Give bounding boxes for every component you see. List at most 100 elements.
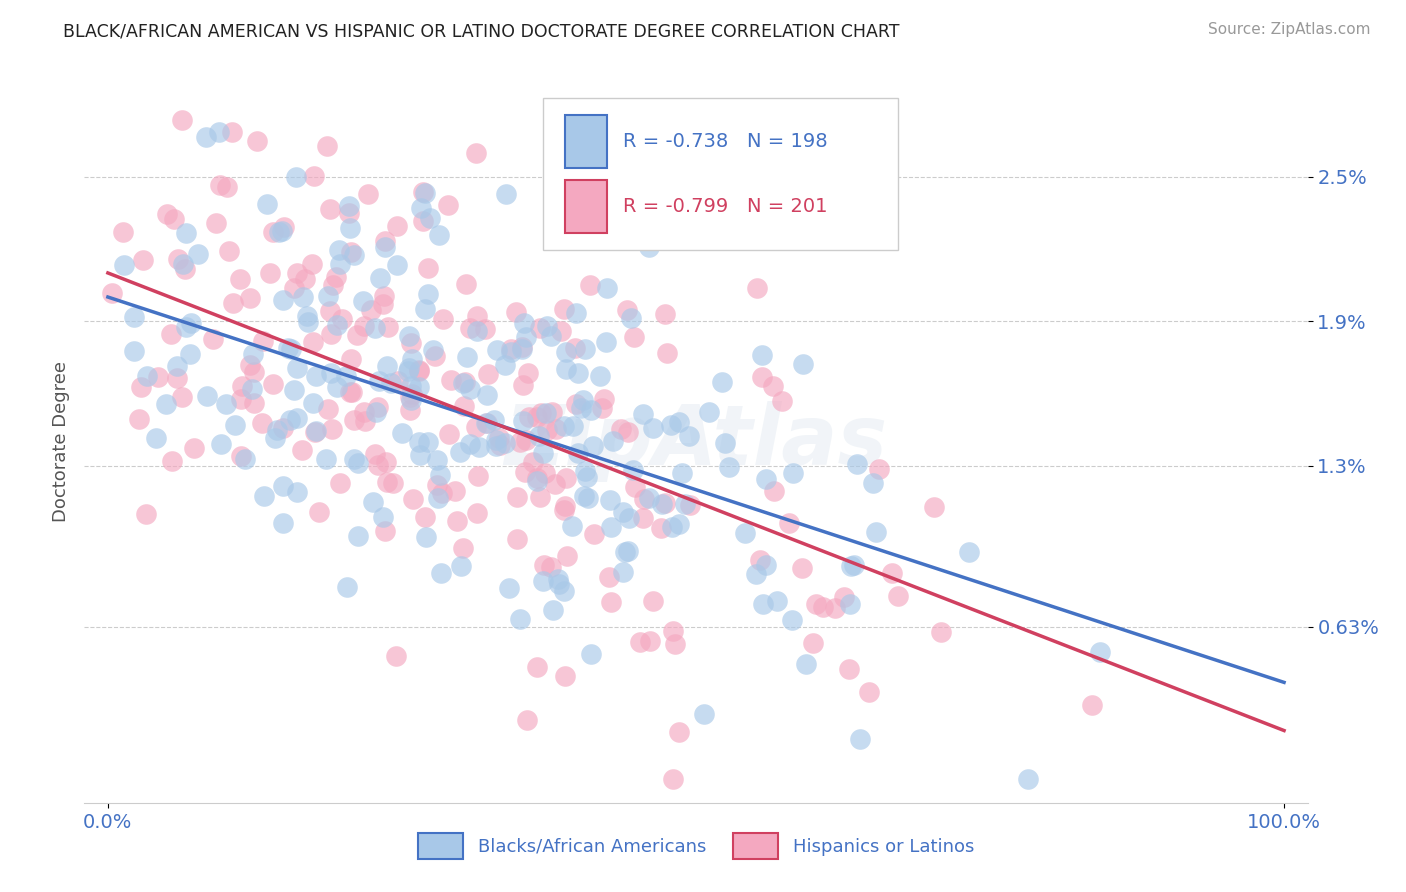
Point [336,580,359,594]
Point [364,321,387,335]
Point [401,491,423,506]
Point [501,342,523,356]
Point [505,304,527,318]
Point [375,475,398,489]
Point [527,429,550,443]
Point [616,302,638,317]
Point [339,244,361,259]
Point [554,669,576,683]
Point [540,328,562,343]
Point [485,439,508,453]
Legend: Blacks/African Americans, Hispanics or Latinos: Blacks/African Americans, Hispanics or L… [411,826,981,866]
Point [437,198,460,212]
Point [368,375,391,389]
Point [868,461,890,475]
Point [763,484,786,499]
Point [371,510,394,524]
Point [536,423,558,437]
Point [637,491,659,506]
Point [271,516,294,530]
Point [239,291,262,305]
Point [697,405,720,419]
Point [128,411,150,425]
Point [824,601,846,615]
Point [183,441,205,455]
Point [612,505,634,519]
Text: R = -0.738   N = 198: R = -0.738 N = 198 [623,132,827,152]
Point [387,219,409,233]
Point [600,594,623,608]
Point [638,634,661,648]
Point [246,134,269,148]
Point [553,302,575,317]
Point [229,449,252,463]
Point [302,169,325,183]
Text: ZipAtlas: ZipAtlas [505,401,887,482]
Point [262,377,284,392]
Point [252,334,274,348]
Point [145,431,167,445]
Point [540,560,562,574]
Point [132,252,155,267]
Point [678,428,700,442]
Point [283,383,305,397]
Point [322,278,344,293]
Point [929,625,952,640]
Point [957,545,980,559]
Point [408,380,430,394]
Point [319,303,342,318]
Point [319,367,342,381]
Point [655,345,678,359]
Point [166,370,188,384]
Point [343,247,366,261]
Point [326,380,349,394]
Point [561,418,583,433]
Point [477,368,499,382]
Point [354,414,377,428]
Point [668,516,690,531]
Point [271,224,294,238]
Point [426,477,449,491]
Point [218,244,240,259]
Text: Source: ZipAtlas.com: Source: ZipAtlas.com [1208,22,1371,37]
Point [467,309,489,323]
Point [273,220,295,235]
Point [368,270,391,285]
Point [488,431,510,445]
Point [429,566,451,581]
Point [842,558,865,572]
Point [357,187,380,202]
Point [564,305,586,319]
Point [450,559,472,574]
Point [494,358,516,372]
Point [628,635,651,649]
Point [654,307,676,321]
Point [654,496,676,510]
Point [278,412,301,426]
Point [328,257,350,271]
Point [343,413,366,427]
FancyBboxPatch shape [543,98,898,250]
Point [367,458,389,473]
Point [474,322,496,336]
Point [617,510,640,524]
Point [550,324,572,338]
Point [451,376,474,390]
Point [778,516,800,530]
Point [832,591,855,605]
Point [600,520,623,534]
Point [554,345,576,359]
Point [467,469,489,483]
Point [766,594,789,608]
Point [285,485,308,500]
Point [264,431,287,445]
Point [195,389,218,403]
Point [631,407,654,421]
Point [495,186,517,201]
Point [411,202,433,216]
Point [569,401,592,415]
Point [494,435,516,450]
Point [595,281,617,295]
Point [673,497,696,511]
Point [762,378,785,392]
